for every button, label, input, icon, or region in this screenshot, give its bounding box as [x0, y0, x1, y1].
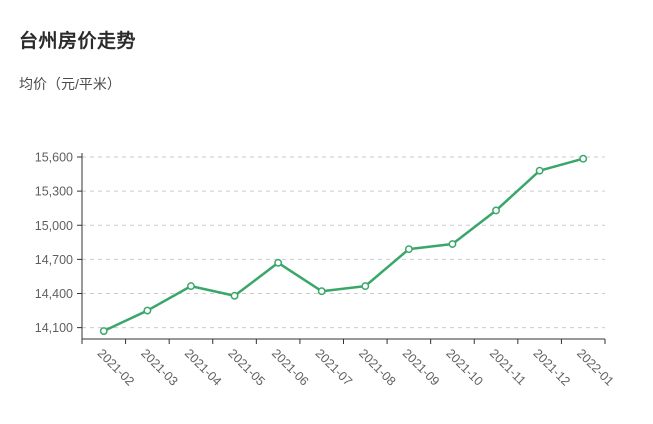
data-point-marker[interactable]: [230, 291, 239, 300]
data-point-marker[interactable]: [99, 327, 108, 335]
data-point-marker[interactable]: [187, 282, 195, 291]
x-tick-label: 2021-08: [356, 346, 398, 388]
x-tick-label: 2021-06: [269, 346, 311, 388]
chart-subtitle: 均价（元/平米）: [19, 76, 121, 92]
data-point-marker[interactable]: [535, 166, 544, 175]
data-point-marker[interactable]: [579, 154, 588, 163]
x-tick-label: 2021-12: [531, 346, 573, 388]
y-tick-label: 15,600: [35, 151, 73, 165]
y-tick-label: 14,700: [35, 253, 73, 267]
x-tick-label: 2021-02: [95, 346, 137, 388]
x-tick-label: 2021-07: [313, 346, 355, 388]
y-tick-label: 14,100: [35, 321, 73, 335]
chart-title: 台州房价走势: [19, 31, 137, 52]
y-tick-label: 15,000: [35, 219, 73, 233]
price-line: [102, 157, 585, 333]
y-tick-label: 15,300: [35, 185, 73, 199]
data-point-marker[interactable]: [317, 287, 326, 296]
data-point-marker[interactable]: [143, 306, 152, 315]
x-tick-label: 2021-03: [138, 346, 180, 388]
data-point-marker[interactable]: [274, 258, 283, 267]
x-tick-label: 2021-10: [443, 346, 485, 388]
x-tick-label: 2022-01: [574, 346, 616, 388]
y-tick-label: 14,400: [35, 287, 73, 301]
x-tick-label: 2021-05: [225, 346, 267, 388]
data-point-marker[interactable]: [361, 282, 370, 291]
data-point-marker[interactable]: [492, 206, 500, 215]
data-point-marker[interactable]: [404, 245, 413, 254]
x-tick-label: 2021-11: [487, 346, 529, 388]
data-point-marker[interactable]: [448, 240, 457, 248]
x-tick-label: 2021-09: [400, 346, 442, 388]
x-tick-label: 2021-04: [182, 346, 224, 388]
